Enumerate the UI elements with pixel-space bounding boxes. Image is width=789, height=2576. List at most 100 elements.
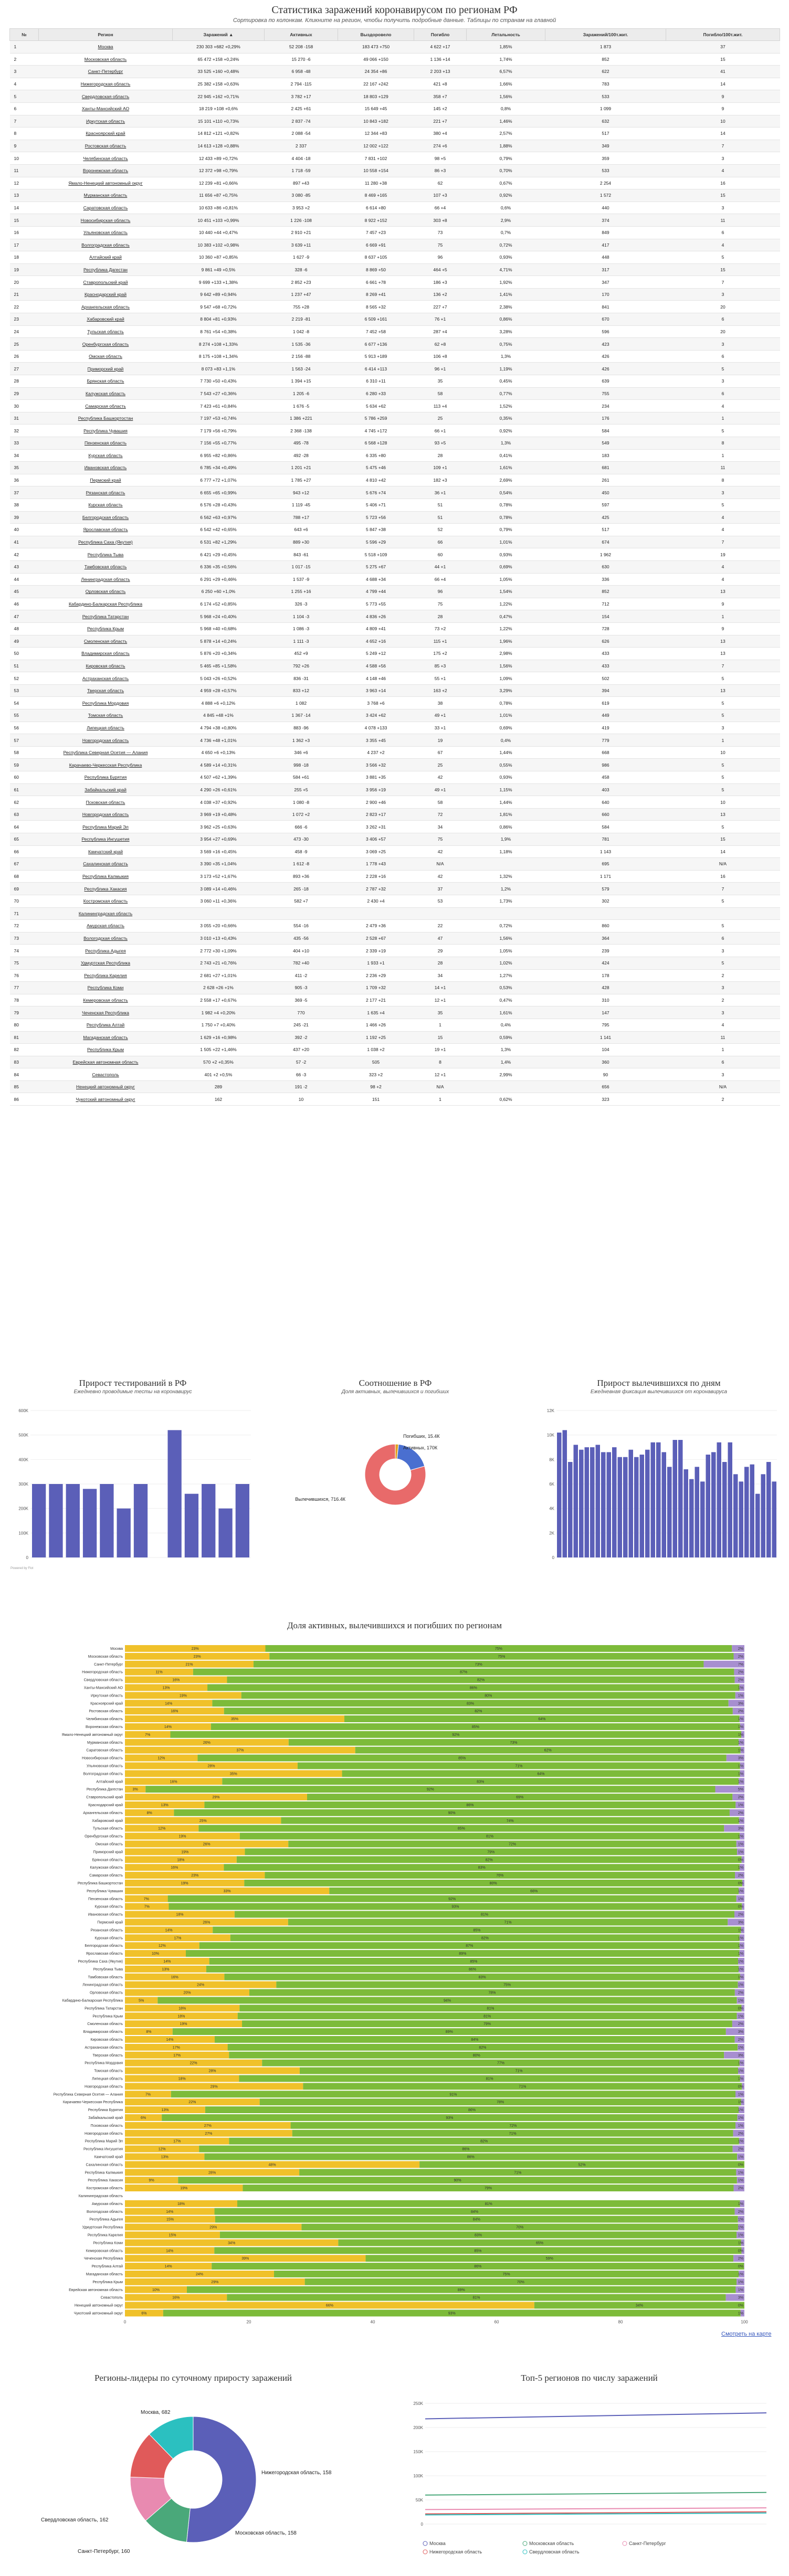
region-link[interactable]: Чукотский автономный округ (38, 1093, 173, 1106)
region-link[interactable]: Смоленская область (38, 635, 173, 648)
region-link[interactable]: Республика Дагестан (38, 263, 173, 277)
region-link[interactable]: Санкт-Петербург (38, 65, 173, 78)
data-label: 19% (181, 1850, 188, 1854)
region-link[interactable]: Ульяновская область (38, 226, 173, 239)
region-link[interactable]: Алтайский край (38, 251, 173, 264)
table-cell: 0,77% (466, 387, 545, 400)
region-link[interactable]: Оренбургская область (38, 337, 173, 351)
region-link[interactable]: Сахалинская область (38, 857, 173, 871)
region-link[interactable]: Забайкальский край (38, 783, 173, 797)
region-link[interactable]: Нижегородская область (38, 78, 173, 91)
region-link[interactable]: Белгородская область (38, 511, 173, 524)
region-link[interactable]: Ставропольский край (38, 275, 173, 289)
region-link[interactable]: Псковская область (38, 796, 173, 809)
region-link[interactable]: Брянская область (38, 375, 173, 388)
region-link[interactable]: Ростовская область (38, 140, 173, 153)
region-link[interactable]: Республика Коми (38, 981, 173, 994)
region-link[interactable]: Курская область (38, 499, 173, 512)
region-link[interactable]: Новосибирская область (38, 214, 173, 227)
region-link[interactable]: Воронежская область (38, 164, 173, 177)
column-header[interactable]: Погибло/100т.жит. (666, 28, 780, 41)
region-link[interactable]: Севастополь (38, 1068, 173, 1081)
column-header[interactable]: Летальность (466, 28, 545, 41)
region-link[interactable]: Вологодская область (38, 932, 173, 945)
column-header[interactable]: № (9, 28, 39, 41)
region-link[interactable]: Республика Марий Эл (38, 820, 173, 833)
region-link[interactable]: Республика Мордовия (38, 696, 173, 710)
region-link[interactable]: Кировская область (38, 660, 173, 673)
region-link[interactable]: Мурманская область (38, 189, 173, 202)
region-link[interactable]: Курская область (38, 449, 173, 462)
region-link[interactable]: Республика Татарстан (38, 610, 173, 623)
region-link[interactable]: Республика Чувашия (38, 424, 173, 437)
region-link[interactable]: Камчатский край (38, 845, 173, 858)
region-link[interactable]: Кемеровская область (38, 994, 173, 1007)
region-link[interactable]: Ивановская область (38, 461, 173, 474)
region-link[interactable]: Республика Алтай (38, 1019, 173, 1032)
region-link[interactable]: Свердловская область (38, 90, 173, 103)
region-link[interactable]: Ненецкий автономный округ (38, 1080, 173, 1094)
column-header[interactable]: Активных (264, 28, 338, 41)
region-link[interactable]: Республика Башкортостан (38, 412, 173, 425)
region-link[interactable]: Ленинградская область (38, 573, 173, 586)
region-link[interactable]: Пензенская область (38, 437, 173, 450)
region-link[interactable]: Магаданская область (38, 1031, 173, 1044)
region-link[interactable]: Московская область (38, 53, 173, 66)
region-link[interactable]: Астраханская область (38, 672, 173, 685)
region-link[interactable]: Владимирская область (38, 647, 173, 660)
region-link[interactable]: Республика Северная Осетия — Алания (38, 746, 173, 759)
region-link[interactable]: Республика Крым (38, 622, 173, 635)
region-link[interactable]: Тульская область (38, 325, 173, 338)
region-link[interactable]: Удмуртская Республика (38, 957, 173, 970)
column-header[interactable]: Выздоровело (338, 28, 414, 41)
region-link[interactable]: Кабардино-Балкарская Республика (38, 598, 173, 611)
region-link[interactable]: Калужская область (38, 387, 173, 400)
region-link[interactable]: Республика Бурятия (38, 771, 173, 784)
view-on-map-link[interactable]: Смотреть на карте (721, 2331, 772, 2337)
region-link[interactable]: Костромская область (38, 895, 173, 908)
region-link[interactable]: Хабаровский край (38, 313, 173, 326)
region-link[interactable]: Москва (38, 40, 173, 54)
region-link[interactable]: Челябинская область (38, 152, 173, 165)
region-link[interactable]: Республика Карелия (38, 969, 173, 982)
region-link[interactable]: Амурская область (38, 919, 173, 932)
region-link[interactable]: Ярославская область (38, 523, 173, 536)
region-link[interactable]: Рязанская область (38, 486, 173, 499)
region-link[interactable]: Карачаево-Черкесская Республика (38, 758, 173, 772)
region-link[interactable]: Ханты-Мансийский АО (38, 102, 173, 115)
region-link[interactable]: Республика Ингушетия (38, 833, 173, 846)
region-link[interactable]: Саратовская область (38, 202, 173, 215)
data-label: 0% (738, 2265, 743, 2268)
region-link[interactable]: Пермский край (38, 474, 173, 487)
region-link[interactable]: Омская область (38, 350, 173, 363)
region-link[interactable]: Томская область (38, 709, 173, 722)
region-link[interactable]: Приморский край (38, 362, 173, 376)
region-link[interactable]: Волгоградская область (38, 239, 173, 252)
region-link[interactable]: Ямало-Ненецкий автономный округ (38, 177, 173, 190)
column-header[interactable]: Регион (38, 28, 173, 41)
region-link[interactable]: Краснодарский край (38, 288, 173, 301)
region-link[interactable]: Республика Саха (Якутия) (38, 536, 173, 549)
region-link[interactable]: Орловская область (38, 585, 173, 598)
region-link[interactable]: Республика Тыва (38, 548, 173, 561)
region-link[interactable]: Липецкая область (38, 722, 173, 735)
region-link[interactable]: Тамбовская область (38, 560, 173, 574)
region-link[interactable]: Самарская область (38, 399, 173, 412)
region-link[interactable]: Республика Хакасия (38, 882, 173, 895)
region-link[interactable]: Красноярский край (38, 127, 173, 140)
region-link[interactable]: Еврейская автономная область (38, 1056, 173, 1069)
region-link[interactable]: Тверская область (38, 684, 173, 697)
region-link[interactable]: Республика Адыгея (38, 944, 173, 957)
region-link[interactable]: Чеченская Республика (38, 1006, 173, 1019)
column-header[interactable]: Заражений/100т.жит. (545, 28, 666, 41)
region-link[interactable]: Новгородская область (38, 734, 173, 747)
region-link[interactable]: Иркутская область (38, 115, 173, 128)
region-link[interactable]: Архангельская область (38, 300, 173, 314)
region-link[interactable]: Республика Крым (38, 1043, 173, 1056)
region-link[interactable]: Республика Калмыкия (38, 870, 173, 883)
region-link[interactable]: Калининградская область (38, 907, 173, 920)
column-header[interactable]: Заражений ▲ (172, 28, 265, 41)
region-link[interactable]: Новгородская область (38, 808, 173, 821)
column-header[interactable]: Погибло (414, 28, 467, 41)
table-cell: 0,72% (466, 919, 545, 932)
